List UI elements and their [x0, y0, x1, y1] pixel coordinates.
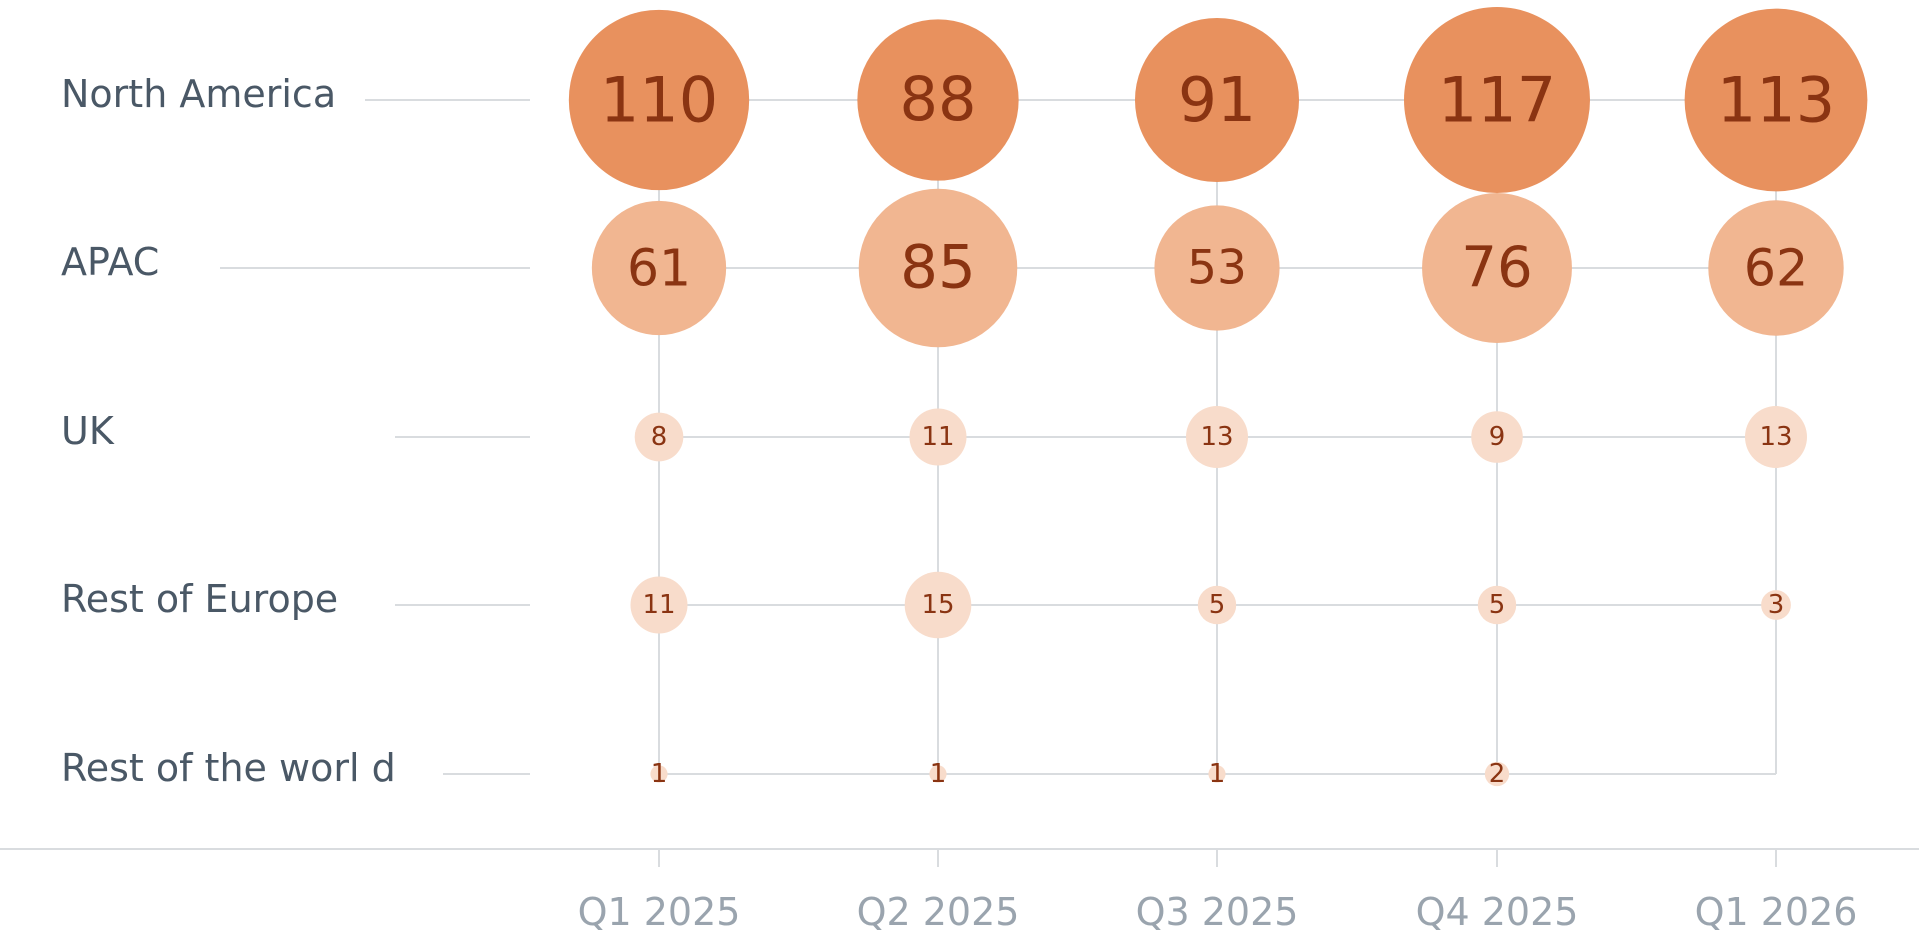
bubble-circle [929, 765, 947, 783]
bubble-circle [1684, 8, 1868, 192]
bubble-circle [1154, 205, 1280, 331]
bubble-value-label: 13 [1200, 422, 1233, 452]
bubble-circle [1484, 761, 1510, 787]
bubble: 53 [1154, 205, 1280, 331]
bubble-circle [591, 200, 727, 336]
bubble-value-label: 53 [1187, 241, 1247, 296]
bubble: 1 [929, 759, 947, 789]
x-axis-ticks: Q1 2025 Q2 2025 Q3 2025 Q4 2025 Q1 2026 [578, 849, 1858, 934]
bubble-circle [1477, 585, 1517, 625]
bubble: 9 [1471, 411, 1523, 463]
bubble-value-label: 62 [1744, 239, 1809, 298]
bubble-value-label: 11 [642, 590, 675, 620]
bubble: 1 [650, 759, 668, 789]
x-tick-label: Q2 2025 [857, 890, 1020, 934]
bubble: 113 [1684, 8, 1868, 192]
bubble-value-label: 76 [1461, 236, 1533, 301]
bubble-value-label: 5 [1209, 590, 1226, 620]
row-label: Rest of Europe [61, 577, 338, 621]
bubble: 91 [1134, 17, 1300, 183]
bubble: 110 [568, 9, 750, 191]
bubble-value-label: 1 [651, 759, 668, 789]
x-tick-label: Q4 2025 [1416, 890, 1579, 934]
bubble-circle [1708, 200, 1844, 336]
bubble-value-label: 110 [600, 64, 718, 137]
bubble: 117 [1404, 7, 1590, 193]
bubble-circle [1208, 765, 1226, 783]
bubble-value-label: 61 [627, 239, 691, 298]
bubble-circle [1134, 17, 1300, 183]
bubble: 61 [591, 200, 727, 336]
bubble: 3 [1761, 590, 1791, 620]
x-tick-label: Q1 2026 [1695, 890, 1858, 934]
bubble-value-label: 13 [1759, 422, 1792, 452]
bubble-value-label: 8 [651, 422, 668, 452]
bubble-circle [634, 412, 684, 462]
bubble-circle [857, 19, 1019, 181]
bubble-circle [1761, 590, 1791, 620]
bubble-value-label: 2 [1489, 759, 1506, 789]
bubble: 88 [857, 19, 1019, 181]
bubble: 13 [1745, 406, 1807, 468]
row-labels: North America APAC UK Rest of Europe Rest of… [61, 72, 530, 790]
bubble-circle [1422, 193, 1572, 343]
bubble-value-label: 3 [1768, 590, 1785, 620]
bubble: 1 [1208, 759, 1226, 789]
bubble: 85 [858, 188, 1018, 348]
bubble-circle [858, 188, 1018, 348]
bubble: 62 [1708, 200, 1844, 336]
bubble-value-label: 1 [930, 759, 947, 789]
bubble-value-label: 113 [1717, 64, 1835, 137]
bubble: 11 [630, 576, 688, 634]
row-label: Rest of the worl d [61, 746, 396, 790]
bubble: 13 [1186, 406, 1248, 468]
bubble-circle [1471, 411, 1523, 463]
bubble-circle [1404, 7, 1590, 193]
bubble: 8 [634, 412, 684, 462]
bubble-circle [904, 571, 972, 639]
bubble: 2 [1484, 759, 1510, 789]
bubble-circle [1197, 585, 1237, 625]
bubble-circle [650, 765, 668, 783]
bubble-circle [1186, 406, 1248, 468]
bubble-value-label: 11 [921, 422, 954, 452]
bubble-value-label: 117 [1438, 64, 1556, 137]
bubble-circle [568, 9, 750, 191]
row-label: UK [61, 409, 115, 453]
row-label: North America [61, 72, 336, 116]
bubble-value-label: 5 [1489, 590, 1506, 620]
bubble-value-label: 9 [1489, 422, 1506, 452]
bubble: 5 [1197, 585, 1237, 625]
bubble-value-label: 85 [900, 234, 976, 303]
bubble-circle [1745, 406, 1807, 468]
x-tick-label: Q3 2025 [1136, 890, 1299, 934]
bubble: 15 [904, 571, 972, 639]
row-label: APAC [61, 240, 159, 284]
bubble-value-label: 88 [900, 65, 977, 135]
bubble-value-label: 91 [1178, 64, 1256, 136]
bubble: 76 [1422, 193, 1572, 343]
bubble: 11 [909, 408, 967, 466]
bubble-value-label: 15 [921, 590, 954, 620]
bubble-value-label: 1 [1209, 759, 1226, 789]
x-tick-label: Q1 2025 [578, 890, 741, 934]
bubble-circle [909, 408, 967, 466]
bubble: 5 [1477, 585, 1517, 625]
bubble-circle [630, 576, 688, 634]
